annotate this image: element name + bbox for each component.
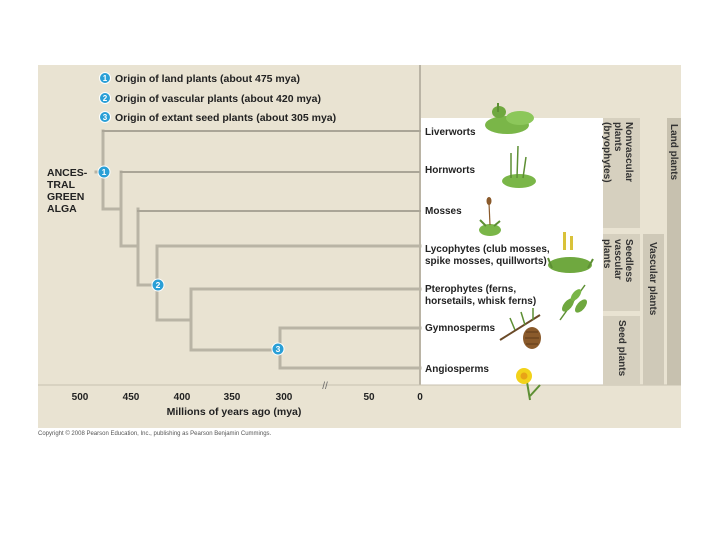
node-1: 1 xyxy=(97,165,111,179)
bracket-land xyxy=(667,118,681,385)
taxon-label-pterophytes: Pterophytes (ferns, horsetails, whisk fe… xyxy=(425,284,536,307)
legend-text-3: Origin of extant seed plants (about 305 … xyxy=(115,112,336,124)
group-label-seedless-vascular: Seedless vascular plants xyxy=(601,239,634,285)
legend-text-1: Origin of land plants (about 475 mya) xyxy=(115,73,300,85)
axis-tick-500: 500 xyxy=(72,392,89,403)
node-3-number: 3 xyxy=(276,344,281,354)
group-label-nonvascular: Nonvascular plants (bryophytes) xyxy=(601,122,634,185)
taxon-label-lycophytes-line-1: Lycophytes (club mosses, xyxy=(425,244,550,255)
node-3: 3 xyxy=(271,342,285,356)
angiosperm-illustration xyxy=(516,368,541,401)
taxon-label-liverworts: Liverworts xyxy=(425,127,476,138)
ancestor-label-line-4: ALGA xyxy=(47,203,77,215)
legend-item-1: 1 Origin of land plants (about 475 mya) xyxy=(99,72,300,85)
axis-tick-400: 400 xyxy=(174,392,191,403)
group-label-nonvascular-line-1: Nonvascular xyxy=(623,122,634,182)
legend-badge-2-number: 2 xyxy=(103,94,108,103)
branch-euphyllophytes xyxy=(155,287,193,352)
taxon-label-hornworts: Hornworts xyxy=(425,165,475,176)
ancestor-label-line-2: TRAL xyxy=(47,179,76,191)
lycophyte-illustration xyxy=(547,232,594,273)
group-label-nonvascular-line-3: (bryophytes) xyxy=(601,122,612,183)
legend-badge-1-number: 1 xyxy=(103,74,108,83)
bracket-vascular xyxy=(643,234,664,385)
group-label-seedless-line-1: Seedless xyxy=(623,239,634,283)
branch-vascular-stem xyxy=(119,207,140,287)
group-label-seedless-line-3: plants xyxy=(601,239,612,269)
group-label-seedless-line-2: vascular xyxy=(612,239,623,280)
branch-hornworts-stem xyxy=(101,170,123,211)
taxon-label-gymnosperms: Gymnosperms xyxy=(425,323,495,334)
node-2: 2 xyxy=(151,278,165,292)
axis-break: // xyxy=(322,381,328,392)
axis-tick-350: 350 xyxy=(224,392,241,403)
group-labels: Nonvascular plants (bryophytes) Seedless… xyxy=(601,122,679,377)
ancestor-label-line-1: ANCES- xyxy=(47,167,88,179)
node-2-badge xyxy=(151,278,165,292)
legend: 1 Origin of land plants (about 475 mya) … xyxy=(99,72,336,124)
copyright-notice: Copyright © 2008 Pearson Education, Inc.… xyxy=(38,431,272,437)
ancestor-label-line-3: GREEN xyxy=(47,191,84,203)
gymnosperm-illustration xyxy=(499,308,541,349)
group-label-seed-plants: Seed plants xyxy=(616,320,627,377)
node-3-badge xyxy=(271,342,285,356)
axis-tick-50: 50 xyxy=(363,392,375,403)
axis-title: Millions of years ago (mya) xyxy=(167,406,302,418)
legend-badge-3 xyxy=(99,111,111,123)
axis-band xyxy=(38,385,681,428)
taxon-label-pterophytes-line-1: Pterophytes (ferns, xyxy=(425,284,516,295)
taxa-labels: Liverworts Hornworts Mosses Lycophytes (… xyxy=(425,127,552,375)
taxon-label-lycophytes: Lycophytes (club mosses, spike mosses, q… xyxy=(425,244,552,267)
node-1-badge xyxy=(97,165,111,179)
taxon-label-angiosperms: Angiosperms xyxy=(425,364,489,375)
axis-tick-450: 450 xyxy=(123,392,140,403)
fern-illustration xyxy=(559,284,587,321)
hornwort-illustration xyxy=(502,145,536,188)
group-label-vascular: Vascular plants xyxy=(647,242,658,316)
group-label-land: Land plants xyxy=(668,124,679,181)
taxa-panel xyxy=(421,118,603,385)
taxon-label-pterophytes-line-2: horsetails, whisk ferns) xyxy=(425,296,536,307)
legend-badge-1 xyxy=(99,72,111,84)
legend-item-2: 2 Origin of vascular plants (about 420 m… xyxy=(99,92,321,105)
legend-badge-3-number: 3 xyxy=(103,113,108,122)
liverwort-illustration xyxy=(485,103,534,134)
node-2-number: 2 xyxy=(156,280,161,290)
axis-tick-300: 300 xyxy=(276,392,293,403)
taxon-label-mosses: Mosses xyxy=(425,206,462,217)
bracket-nonvascular xyxy=(603,118,640,228)
ancestor-label: ANCES- TRAL GREEN ALGA xyxy=(47,167,90,215)
group-brackets xyxy=(603,118,681,385)
legend-text-2: Origin of vascular plants (about 420 mya… xyxy=(115,93,321,105)
legend-badge-2 xyxy=(99,92,111,104)
taxon-label-lycophytes-line-2: spike mosses, quillworts) xyxy=(425,256,547,267)
bracket-seedless-vascular xyxy=(603,234,640,311)
axis-tick-0: 0 xyxy=(417,392,423,403)
time-axis: 500 450 400 350 300 // 50 0 Millions of … xyxy=(72,381,424,418)
bracket-seed-plants xyxy=(603,316,640,385)
moss-illustration xyxy=(479,197,501,236)
node-1-number: 1 xyxy=(102,167,107,177)
legend-item-3: 3 Origin of extant seed plants (about 30… xyxy=(99,111,336,124)
group-label-nonvascular-line-2: plants xyxy=(612,122,623,152)
phylogenetic-tree xyxy=(94,129,422,370)
